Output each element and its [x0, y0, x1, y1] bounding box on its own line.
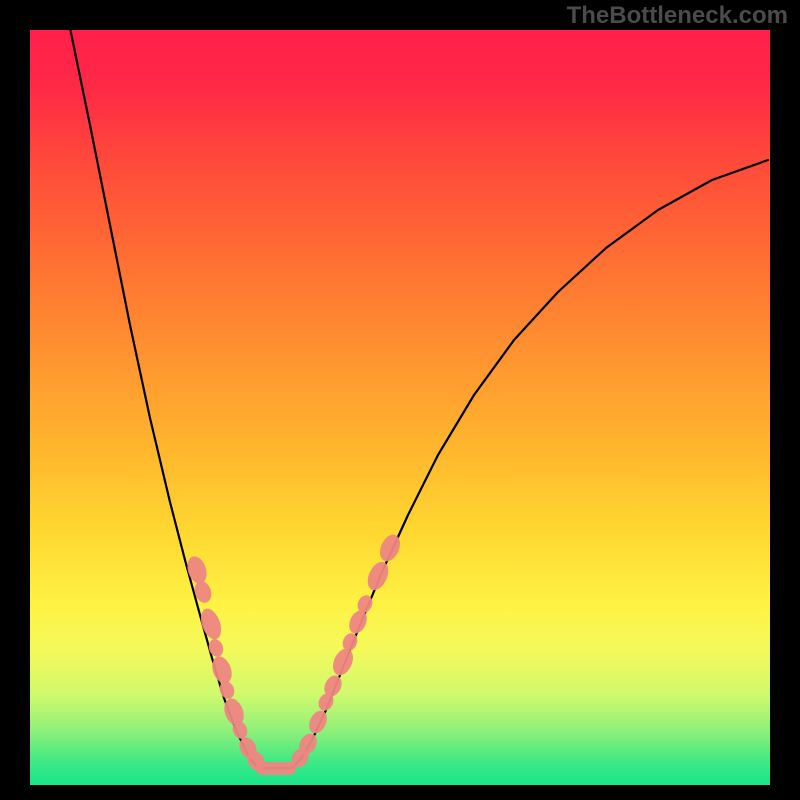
chart-gradient-background	[30, 30, 770, 785]
watermark-label: TheBottleneck.com	[567, 2, 788, 30]
